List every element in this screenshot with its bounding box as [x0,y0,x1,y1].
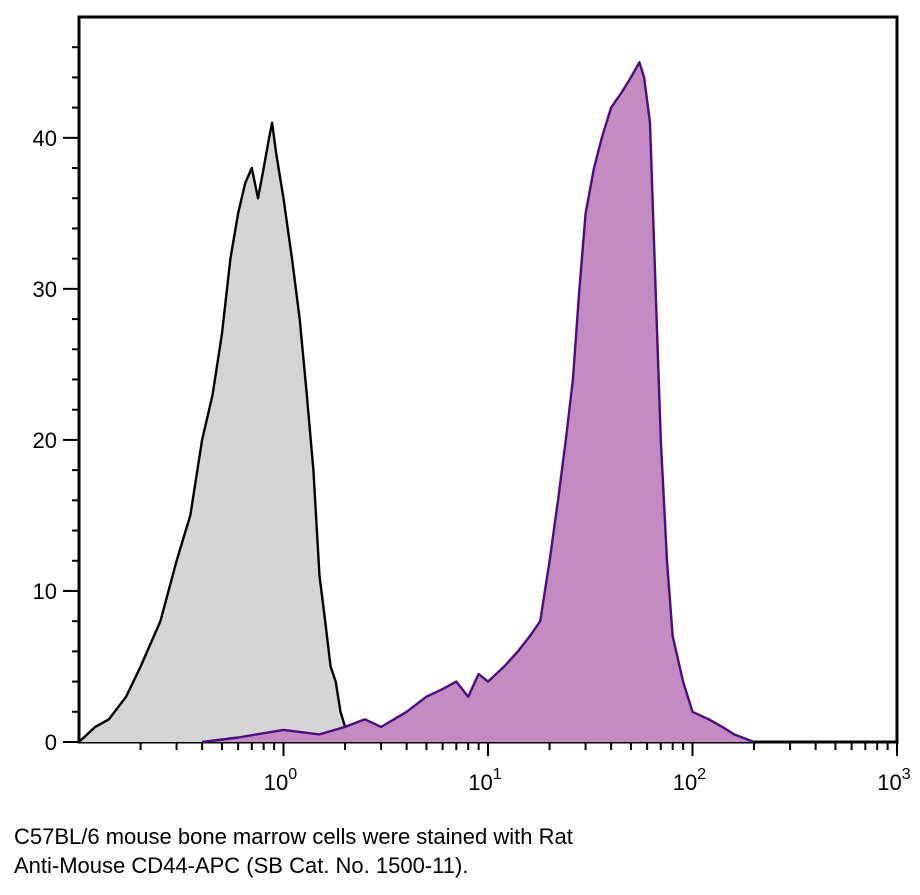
series-2-line [201,61,755,744]
figure-caption: C57BL/6 mouse bone marrow cells were sta… [14,822,904,880]
y-tick-label: 30 [33,277,57,302]
x-tick-label: 103 [877,766,910,795]
y-tick-label: 40 [33,126,57,151]
x-axis: 100 101 102 103 [139,742,911,795]
x-tick-label: 100 [264,766,297,795]
y-tick-label: 0 [45,730,57,755]
histogram-chart: 0 10 20 30 40 100 101 102 103 [33,15,911,795]
caption-line-2: Anti-Mouse CD44-APC (SB Cat. No. 1500-11… [14,853,469,878]
y-tick-label: 10 [33,579,57,604]
series-2-area [202,62,755,743]
series-layer [78,61,755,744]
y-tick-label: 20 [33,428,57,453]
caption-line-1: C57BL/6 mouse bone marrow cells were sta… [14,824,573,849]
series-1-line [78,121,357,743]
x-tick-label: 101 [468,766,501,795]
series-1-area [79,122,356,742]
y-axis: 0 10 20 30 40 [33,46,79,755]
x-tick-label: 102 [673,766,706,795]
